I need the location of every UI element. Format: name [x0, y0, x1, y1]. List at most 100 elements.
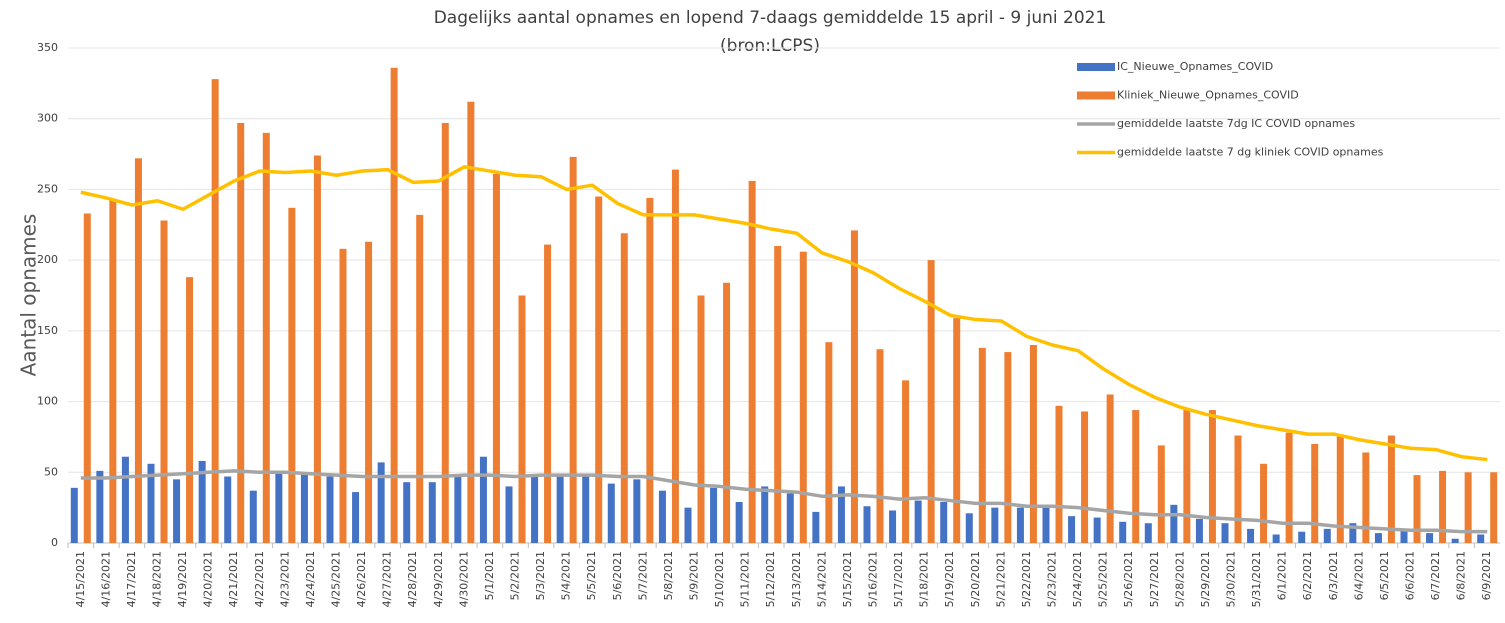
bar	[1042, 506, 1050, 543]
bar	[249, 490, 257, 543]
x-tick-label: 4/30/2021	[457, 551, 470, 607]
bar	[1208, 410, 1216, 543]
bar	[403, 482, 411, 543]
x-tick-label: 4/18/2021	[151, 551, 164, 607]
y-tick-label: 250	[37, 182, 58, 195]
y-tick-label: 150	[37, 324, 58, 337]
bar	[761, 486, 769, 543]
x-tick-label: 5/27/2021	[1148, 551, 1161, 607]
bar	[428, 482, 436, 543]
bar	[671, 169, 679, 543]
chart-subtitle: (bron:LCPS)	[720, 36, 820, 56]
x-tick-label: 5/2/2021	[509, 551, 522, 600]
bar	[441, 122, 449, 543]
bar	[1081, 411, 1089, 543]
x-tick-label: 5/28/2021	[1173, 551, 1186, 607]
y-tick-label: 200	[37, 253, 58, 266]
bar	[940, 501, 948, 543]
bar	[1234, 435, 1242, 543]
bar	[978, 347, 986, 543]
bar	[352, 492, 360, 543]
x-tick-label: 4/28/2021	[406, 551, 419, 607]
bar	[1260, 463, 1268, 543]
legend-label: gemiddelde laatste 7dg IC COVID opnames	[1117, 117, 1355, 130]
bar	[1400, 528, 1408, 543]
bar	[416, 214, 424, 543]
legend-swatch	[1077, 91, 1115, 100]
x-tick-label: 5/10/2021	[713, 551, 726, 607]
bar	[390, 67, 398, 544]
bar	[1247, 528, 1255, 543]
bar	[109, 199, 117, 544]
x-tick-label: 4/17/2021	[125, 551, 138, 607]
legend-label: Kliniek_Nieuwe_Opnames_COVID	[1117, 89, 1299, 102]
x-tick-label: 5/17/2021	[892, 551, 905, 607]
x-tick-label: 6/3/2021	[1327, 551, 1340, 600]
x-tick-label: 4/16/2021	[99, 551, 112, 607]
bar	[454, 475, 462, 543]
bar	[684, 507, 692, 543]
bar	[70, 487, 78, 543]
bar	[927, 260, 935, 543]
bar	[799, 251, 807, 543]
x-tick-label: 5/23/2021	[1046, 551, 1059, 607]
bar	[569, 156, 577, 543]
x-tick-label: 5/9/2021	[688, 551, 701, 600]
legend-label: IC_Nieuwe_Opnames_COVID	[1117, 60, 1273, 73]
x-tick-label: 6/5/2021	[1378, 551, 1391, 600]
bar	[1055, 405, 1063, 543]
bar	[1298, 531, 1306, 543]
bar	[1068, 516, 1076, 543]
x-tick-label: 4/20/2021	[202, 551, 215, 607]
x-tick-label: 6/9/2021	[1480, 551, 1493, 600]
bar	[275, 472, 283, 543]
bar	[1285, 432, 1293, 543]
chart-title: Dagelijks aantal opnames en lopend 7-daa…	[434, 8, 1107, 28]
x-tick-label: 5/26/2021	[1122, 551, 1135, 607]
x-tick-label: 6/2/2021	[1301, 551, 1314, 600]
bar	[147, 463, 155, 543]
x-tick-label: 4/26/2021	[355, 551, 368, 607]
bar	[1362, 452, 1370, 543]
bar	[83, 213, 91, 543]
bar	[160, 220, 168, 544]
bar	[914, 500, 922, 543]
x-tick-label: 5/21/2021	[994, 551, 1007, 607]
bar	[186, 277, 194, 543]
bar	[1272, 534, 1280, 543]
y-tick-label: 100	[37, 395, 58, 408]
bar	[1132, 410, 1140, 543]
x-tick-label: 6/7/2021	[1429, 551, 1442, 600]
x-tick-label: 5/13/2021	[790, 551, 803, 607]
bar	[710, 487, 718, 543]
x-tick-label: 4/15/2021	[74, 551, 87, 607]
bar	[198, 460, 206, 543]
bar	[1490, 472, 1498, 543]
x-tick-label: 5/31/2021	[1250, 551, 1263, 607]
bar	[505, 486, 513, 543]
bar	[262, 132, 270, 543]
x-tick-label: 5/20/2021	[969, 551, 982, 607]
bar	[965, 513, 973, 543]
bar	[556, 476, 564, 543]
x-tick-label: 4/19/2021	[176, 551, 189, 607]
bar	[1221, 523, 1229, 543]
line	[80, 469, 1488, 534]
bar	[300, 472, 308, 543]
bar	[531, 476, 539, 543]
bar	[326, 476, 334, 543]
bar	[1464, 472, 1472, 543]
x-tick-label: 5/19/2021	[943, 551, 956, 607]
bar	[1016, 507, 1024, 543]
bar	[646, 197, 654, 543]
bar	[723, 282, 731, 543]
bar	[697, 295, 705, 543]
bar	[1195, 518, 1203, 543]
bar	[211, 79, 219, 543]
x-tick-label: 5/6/2021	[611, 551, 624, 600]
bar	[595, 196, 603, 543]
bar	[1426, 533, 1434, 543]
bar	[237, 122, 245, 543]
